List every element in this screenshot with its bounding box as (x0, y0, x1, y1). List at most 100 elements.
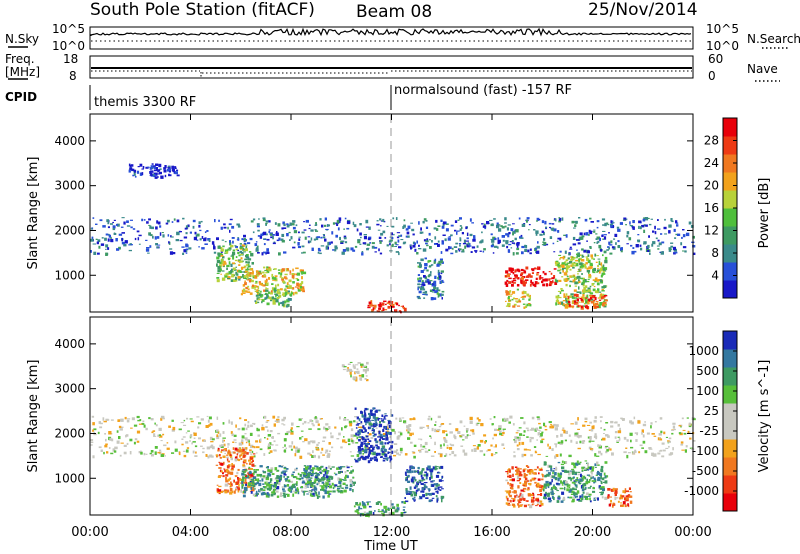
power-cell (359, 223, 362, 226)
velocity-cell (322, 495, 325, 499)
velocity-cell (536, 416, 540, 418)
power-cell (168, 173, 170, 176)
velocity-cell (249, 480, 253, 484)
velocity-cell (586, 424, 591, 426)
velocity-cell (519, 474, 523, 477)
velocity-cell (261, 478, 264, 482)
velocity-cell (234, 441, 237, 444)
power-cell (580, 259, 585, 262)
velocity-cell (299, 455, 303, 459)
power-cell (438, 261, 441, 265)
power-cell (296, 282, 299, 286)
power-cell (507, 291, 509, 295)
power-cell (572, 236, 576, 240)
velocity-cell (303, 475, 306, 478)
velocity-cell (512, 473, 514, 477)
power-cell (255, 300, 258, 304)
velocity-cell (541, 438, 545, 440)
velocity-cell (408, 424, 412, 427)
velocity-cell (216, 416, 219, 420)
power-cell (394, 241, 397, 245)
velocity-cell (506, 497, 509, 501)
power-cell (107, 222, 110, 225)
power-cell (235, 271, 238, 275)
power-cell (292, 292, 295, 296)
velocity-cell (602, 437, 606, 441)
velocity-cell (528, 449, 531, 451)
velocity-cell (357, 434, 360, 436)
power-cell (257, 235, 260, 237)
velocity-cell (354, 371, 356, 375)
velocity-cell (218, 485, 222, 488)
power-cell (185, 244, 189, 248)
power-cell (216, 256, 220, 260)
velocity-cell (383, 433, 386, 436)
power-cell (174, 166, 177, 168)
velocity-cell (504, 420, 507, 422)
power-cell (265, 287, 267, 290)
velocity-cell (352, 364, 355, 368)
velocity-cell (555, 482, 559, 485)
velocity-cell (227, 460, 230, 463)
power-cell (426, 269, 429, 272)
velocity-cell (421, 477, 424, 480)
power-cell (417, 265, 420, 268)
power-cell (361, 252, 364, 256)
power-cell (223, 226, 227, 229)
power-cell (558, 254, 562, 256)
power-cell (468, 245, 472, 247)
power-cell (661, 241, 665, 244)
velocity-cell (238, 458, 241, 462)
velocity-cell (284, 432, 289, 436)
velocity-cell (570, 477, 572, 482)
velocity-cell (222, 475, 225, 478)
velocity-cell (295, 482, 298, 486)
power-heatmap-cells (90, 163, 696, 314)
power-cell (512, 282, 516, 284)
power-cell (494, 245, 498, 248)
velocity-cell (291, 484, 295, 488)
velocity-cell (577, 471, 581, 473)
power-cell (601, 290, 605, 292)
velocity-cell (404, 422, 407, 424)
velocity-cell (550, 468, 553, 472)
velocity-cell (352, 469, 354, 471)
velocity-cell (375, 421, 378, 424)
power-cell (412, 233, 415, 236)
power-cell (692, 245, 696, 248)
velocity-cell (637, 420, 641, 424)
power-cell (245, 261, 247, 264)
power-cell (611, 246, 615, 249)
velocity-cell (535, 498, 538, 502)
power-cell (277, 269, 281, 271)
velocity-cell (627, 452, 631, 454)
power-cell (156, 220, 159, 224)
velocity-cell (360, 441, 364, 446)
power-cell (459, 217, 462, 220)
power-cell (150, 165, 154, 168)
velocity-cell (363, 442, 366, 445)
velocity-cell (373, 424, 375, 428)
power-cell (587, 278, 590, 280)
velocity-cell (271, 473, 275, 475)
velocity-cell (307, 490, 311, 493)
velocity-cell (358, 449, 361, 452)
power-cell (380, 220, 384, 222)
power-cell (527, 303, 530, 307)
power-cell (674, 251, 678, 254)
power-cell (427, 281, 431, 285)
power-cell (236, 239, 240, 241)
power-cell (684, 250, 687, 253)
power-cell (497, 241, 500, 245)
velocity-cell (549, 500, 552, 502)
velocity-cell (234, 456, 238, 460)
power-cell (556, 263, 560, 267)
power-cell (227, 248, 229, 251)
power-cell (664, 233, 667, 235)
power-cell (576, 298, 579, 302)
power-cell (213, 246, 216, 250)
power-cell (300, 286, 303, 289)
power-cell (672, 246, 676, 251)
power-cell (166, 169, 171, 172)
power-cell (297, 245, 301, 249)
